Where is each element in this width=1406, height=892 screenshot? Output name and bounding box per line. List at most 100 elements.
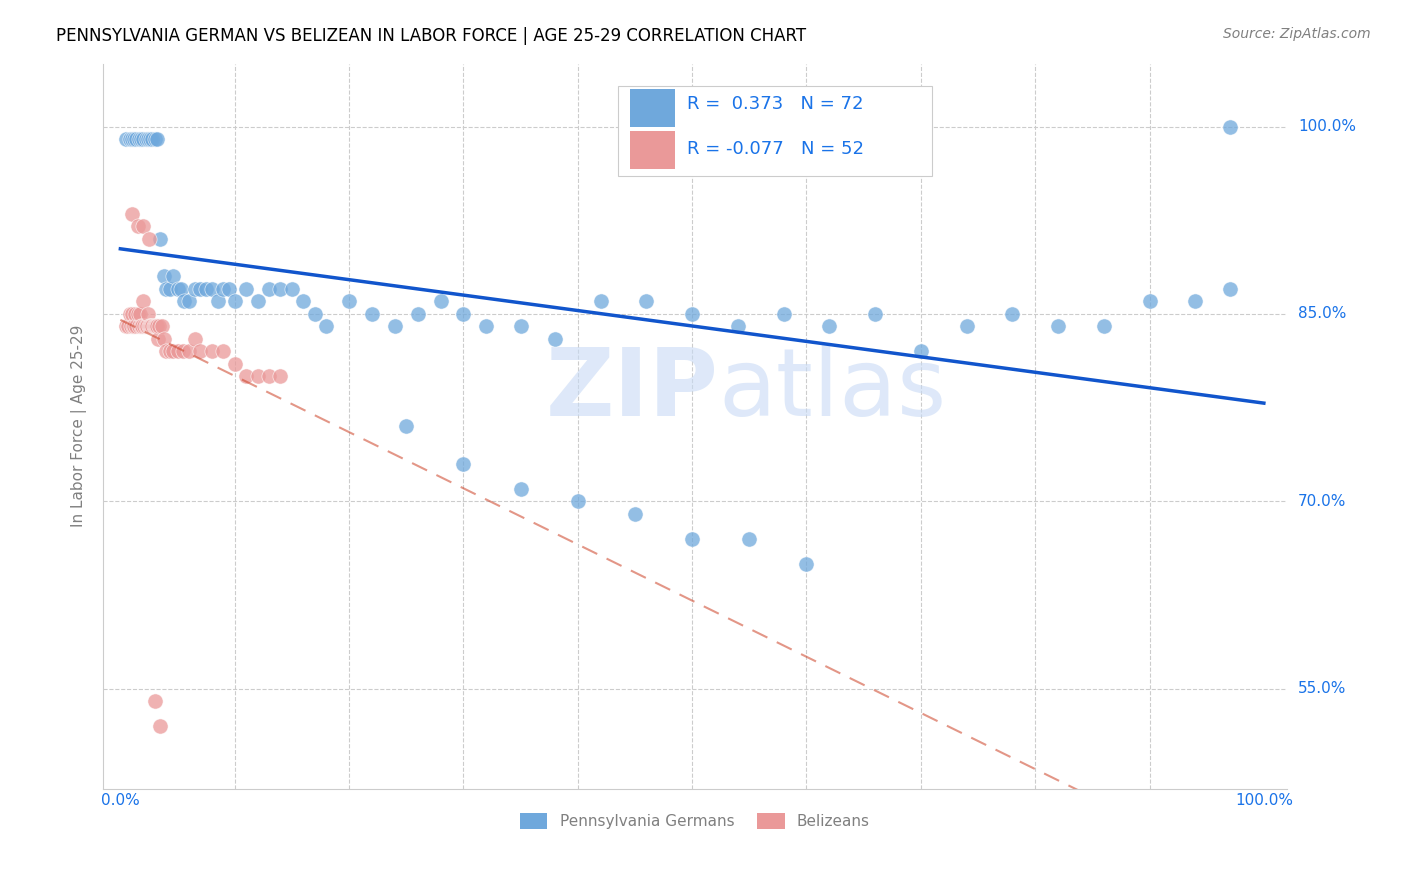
Point (131, 319, 153, 334)
Point (150, 319, 173, 334)
Point (148, 319, 170, 334)
Point (269, 369, 291, 384)
Point (155, 344, 177, 359)
Point (509, 482, 531, 496)
Point (212, 344, 235, 359)
Point (863, 307, 886, 321)
Point (122, 132, 145, 146)
Point (681, 307, 703, 321)
Text: 100.0%: 100.0% (1298, 119, 1355, 134)
Point (567, 494, 589, 508)
Point (195, 282, 218, 296)
Point (544, 332, 567, 346)
Point (141, 319, 163, 334)
Point (224, 294, 246, 309)
Point (159, 344, 181, 359)
Point (475, 319, 498, 334)
Point (201, 344, 224, 359)
Point (1047, 319, 1070, 334)
Point (190, 344, 212, 359)
Point (224, 357, 246, 371)
Point (207, 294, 229, 309)
Point (246, 369, 269, 384)
Point (1184, 294, 1206, 309)
Point (118, 307, 141, 321)
FancyBboxPatch shape (630, 89, 675, 127)
Point (162, 269, 184, 284)
Point (1219, 282, 1241, 296)
Point (453, 307, 475, 321)
Point (292, 294, 315, 309)
Point (384, 319, 406, 334)
Point (129, 132, 152, 146)
Point (166, 344, 188, 359)
FancyBboxPatch shape (619, 86, 932, 177)
Point (1001, 307, 1024, 321)
Text: R =  0.373   N = 72: R = 0.373 N = 72 (686, 95, 863, 113)
Point (117, 319, 139, 334)
Point (153, 332, 176, 346)
Point (304, 307, 326, 321)
Point (125, 132, 148, 146)
Point (361, 307, 384, 321)
Text: PENNSYLVANIA GERMAN VS BELIZEAN IN LABOR FORCE | AGE 25-29 CORRELATION CHART: PENNSYLVANIA GERMAN VS BELIZEAN IN LABOR… (56, 27, 807, 45)
Point (201, 282, 224, 296)
Point (115, 319, 138, 334)
Point (121, 207, 143, 221)
Point (170, 282, 193, 296)
Point (149, 719, 172, 733)
Point (127, 307, 149, 321)
Point (135, 319, 157, 334)
Point (337, 294, 360, 309)
Point (118, 132, 141, 146)
Point (183, 282, 205, 296)
Point (128, 132, 150, 146)
Point (115, 132, 138, 146)
Point (138, 319, 160, 334)
Text: 55.0%: 55.0% (1298, 681, 1346, 696)
Point (141, 132, 163, 146)
Text: atlas: atlas (718, 344, 946, 436)
Point (136, 307, 159, 321)
Point (139, 319, 162, 334)
Text: 70.0%: 70.0% (1298, 494, 1346, 508)
Point (636, 294, 658, 309)
Point (257, 369, 280, 384)
Point (453, 457, 475, 471)
Point (143, 694, 166, 708)
Point (172, 344, 194, 359)
Point (190, 282, 212, 296)
Text: R = -0.077   N = 52: R = -0.077 N = 52 (686, 140, 863, 158)
Point (1092, 319, 1115, 334)
Point (1139, 294, 1161, 309)
Point (246, 294, 269, 309)
Point (509, 319, 531, 334)
Point (235, 369, 257, 384)
Point (143, 132, 166, 146)
Point (122, 319, 145, 334)
Point (146, 319, 169, 334)
Point (145, 319, 167, 334)
Point (235, 282, 257, 296)
Point (218, 282, 240, 296)
Point (128, 319, 150, 334)
Point (910, 344, 932, 359)
Point (395, 419, 418, 434)
Text: Source: ZipAtlas.com: Source: ZipAtlas.com (1223, 27, 1371, 41)
Point (281, 282, 304, 296)
Point (125, 319, 148, 334)
Point (589, 294, 612, 309)
Point (796, 557, 818, 571)
Point (315, 319, 337, 334)
Point (124, 307, 146, 321)
Point (143, 319, 166, 334)
FancyBboxPatch shape (630, 131, 675, 169)
Point (257, 282, 280, 296)
Point (166, 282, 188, 296)
Point (681, 532, 703, 546)
Point (173, 294, 195, 309)
Point (162, 344, 184, 359)
Point (132, 294, 155, 309)
Text: ZIP: ZIP (546, 344, 718, 436)
Point (141, 319, 163, 334)
